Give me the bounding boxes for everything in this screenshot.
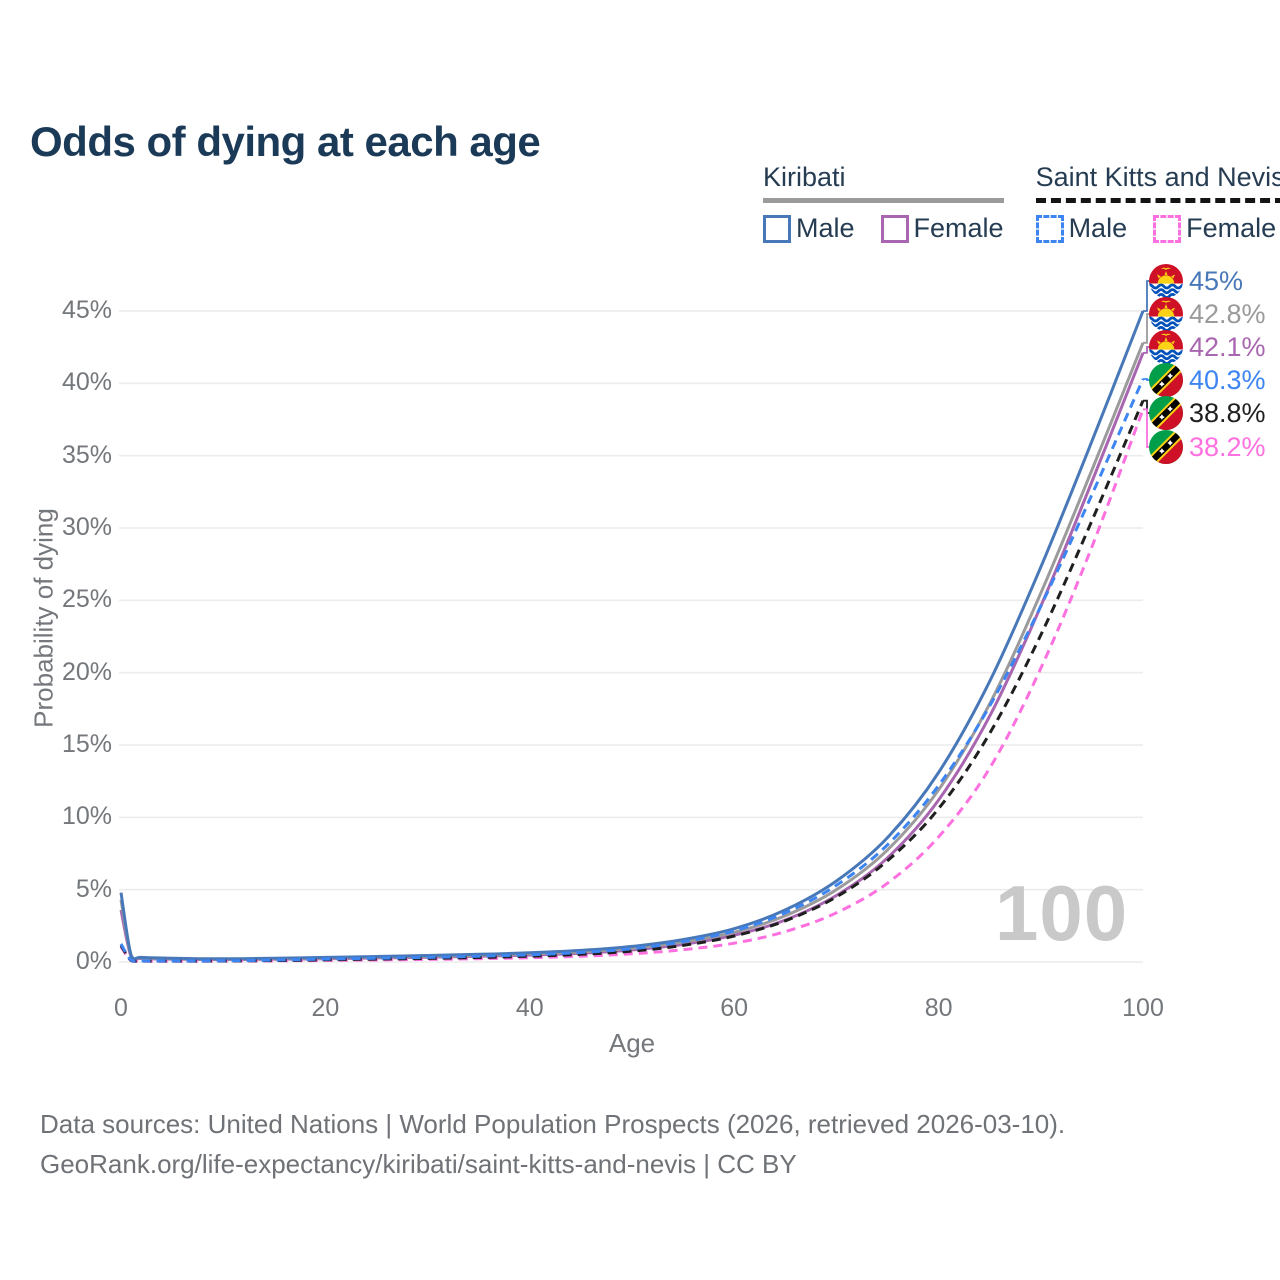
y-axis-label: Probability of dying	[28, 508, 59, 728]
end-label-row-skn-male: 40.3%	[1149, 363, 1266, 397]
skn-male-swatch-icon	[1035, 214, 1064, 243]
legend-item-kiribati-female[interactable]: Female	[880, 213, 1004, 244]
footer-attribution: GeoRank.org/life-expectancy/kiribati/sai…	[40, 1149, 797, 1180]
legend: Kiribati Male Female Saint Kitts and Nev…	[763, 162, 1280, 244]
series-line-skn-female	[119, 408, 1145, 963]
end-label-row-kir-female: 42.1%	[1149, 330, 1266, 364]
legend-label-kiribati-male: Male	[796, 213, 855, 243]
y-tick-5%: 5%	[75, 874, 112, 903]
age-watermark: 100	[995, 869, 1129, 957]
end-label-row-skn-both: 38.8%	[1149, 396, 1266, 430]
saint-kitts-and-nevis-flag-icon	[1149, 430, 1183, 464]
legend-group-kiribati: Kiribati Male Female	[763, 162, 1004, 244]
series-line-skn-both	[119, 400, 1145, 963]
series-line-kir-both	[119, 342, 1145, 961]
end-value-label-skn-female: 38.2%	[1189, 431, 1266, 462]
end-label-row-skn-female: 38.2%	[1149, 430, 1266, 464]
saint-kitts-and-nevis-flag-icon	[1149, 363, 1183, 397]
y-tick-0%: 0%	[75, 947, 112, 975]
kiribati-flag-icon	[1149, 297, 1183, 331]
x-tick-100: 100	[1122, 994, 1164, 1022]
y-tick-10%: 10%	[61, 802, 112, 831]
page-title: Odds of dying at each age	[30, 118, 541, 166]
kiribati-female-swatch-icon	[880, 214, 909, 243]
end-label-row-kir-male: 45%	[1149, 264, 1243, 298]
skn-female-swatch-icon	[1153, 214, 1182, 243]
legend-item-skn-male[interactable]: Male	[1035, 213, 1128, 244]
legend-country-kiribati: Kiribati	[763, 162, 1004, 203]
kiribati-male-swatch-icon	[763, 214, 791, 243]
x-tick-40: 40	[515, 994, 544, 1022]
footer: Data sources: United Nations | World Pop…	[40, 1104, 1065, 1185]
legend-group-saint-kitts-and-nevis: Saint Kitts and Nevis Male Female	[1035, 162, 1280, 244]
y-tick-20%: 20%	[61, 657, 112, 686]
y-tick-35%: 35%	[61, 440, 112, 469]
saint-kitts-and-nevis-flag-icon	[1149, 396, 1183, 430]
footer-data-sources: Data sources: United Nations | World Pop…	[40, 1109, 1066, 1139]
end-label-row-kir-both: 42.8%	[1149, 297, 1266, 331]
legend-label-skn-male: Male	[1068, 213, 1128, 243]
y-tick-15%: 15%	[61, 729, 112, 758]
series-line-kir-male	[119, 310, 1145, 961]
y-tick-40%: 40%	[61, 368, 112, 397]
x-tick-0: 0	[114, 994, 128, 1022]
end-value-label-skn-male: 40.3%	[1189, 364, 1266, 395]
kiribati-flag-icon	[1149, 264, 1183, 298]
end-value-label-kir-male: 45%	[1189, 265, 1244, 296]
x-tick-60: 60	[720, 994, 749, 1022]
legend-label-skn-female: Female	[1186, 213, 1277, 243]
kiribati-flag-icon	[1149, 330, 1183, 364]
legend-country-saint-kitts-and-nevis: Saint Kitts and Nevis	[1035, 162, 1280, 203]
legend-item-kiribati-male[interactable]: Male	[763, 213, 855, 244]
y-tick-30%: 30%	[61, 512, 112, 541]
series-line-kir-female	[119, 352, 1145, 962]
x-tick-80: 80	[924, 994, 953, 1022]
end-value-label-skn-both: 38.8%	[1189, 397, 1266, 428]
y-tick-25%: 25%	[61, 585, 112, 614]
x-axis-label: Age	[608, 1028, 656, 1058]
x-tick-20: 20	[311, 994, 340, 1022]
legend-item-skn-female[interactable]: Female	[1153, 213, 1276, 244]
legend-items-kiribati: Male Female	[763, 213, 1004, 244]
end-value-label-kir-both: 42.8%	[1189, 298, 1266, 329]
end-value-label-kir-female: 42.1%	[1189, 331, 1266, 362]
series-line-skn-male	[119, 378, 1145, 963]
y-tick-45%: 45%	[61, 295, 112, 324]
legend-label-kiribati-female: Female	[913, 213, 1004, 243]
legend-items-saint-kitts-and-nevis: Male Female	[1035, 213, 1280, 244]
